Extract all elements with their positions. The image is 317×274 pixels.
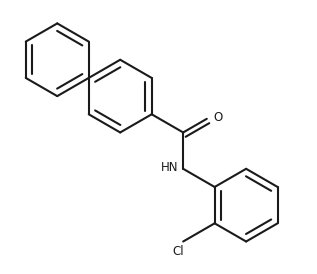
Text: O: O bbox=[213, 110, 223, 124]
Text: Cl: Cl bbox=[173, 245, 184, 258]
Text: HN: HN bbox=[161, 161, 178, 174]
